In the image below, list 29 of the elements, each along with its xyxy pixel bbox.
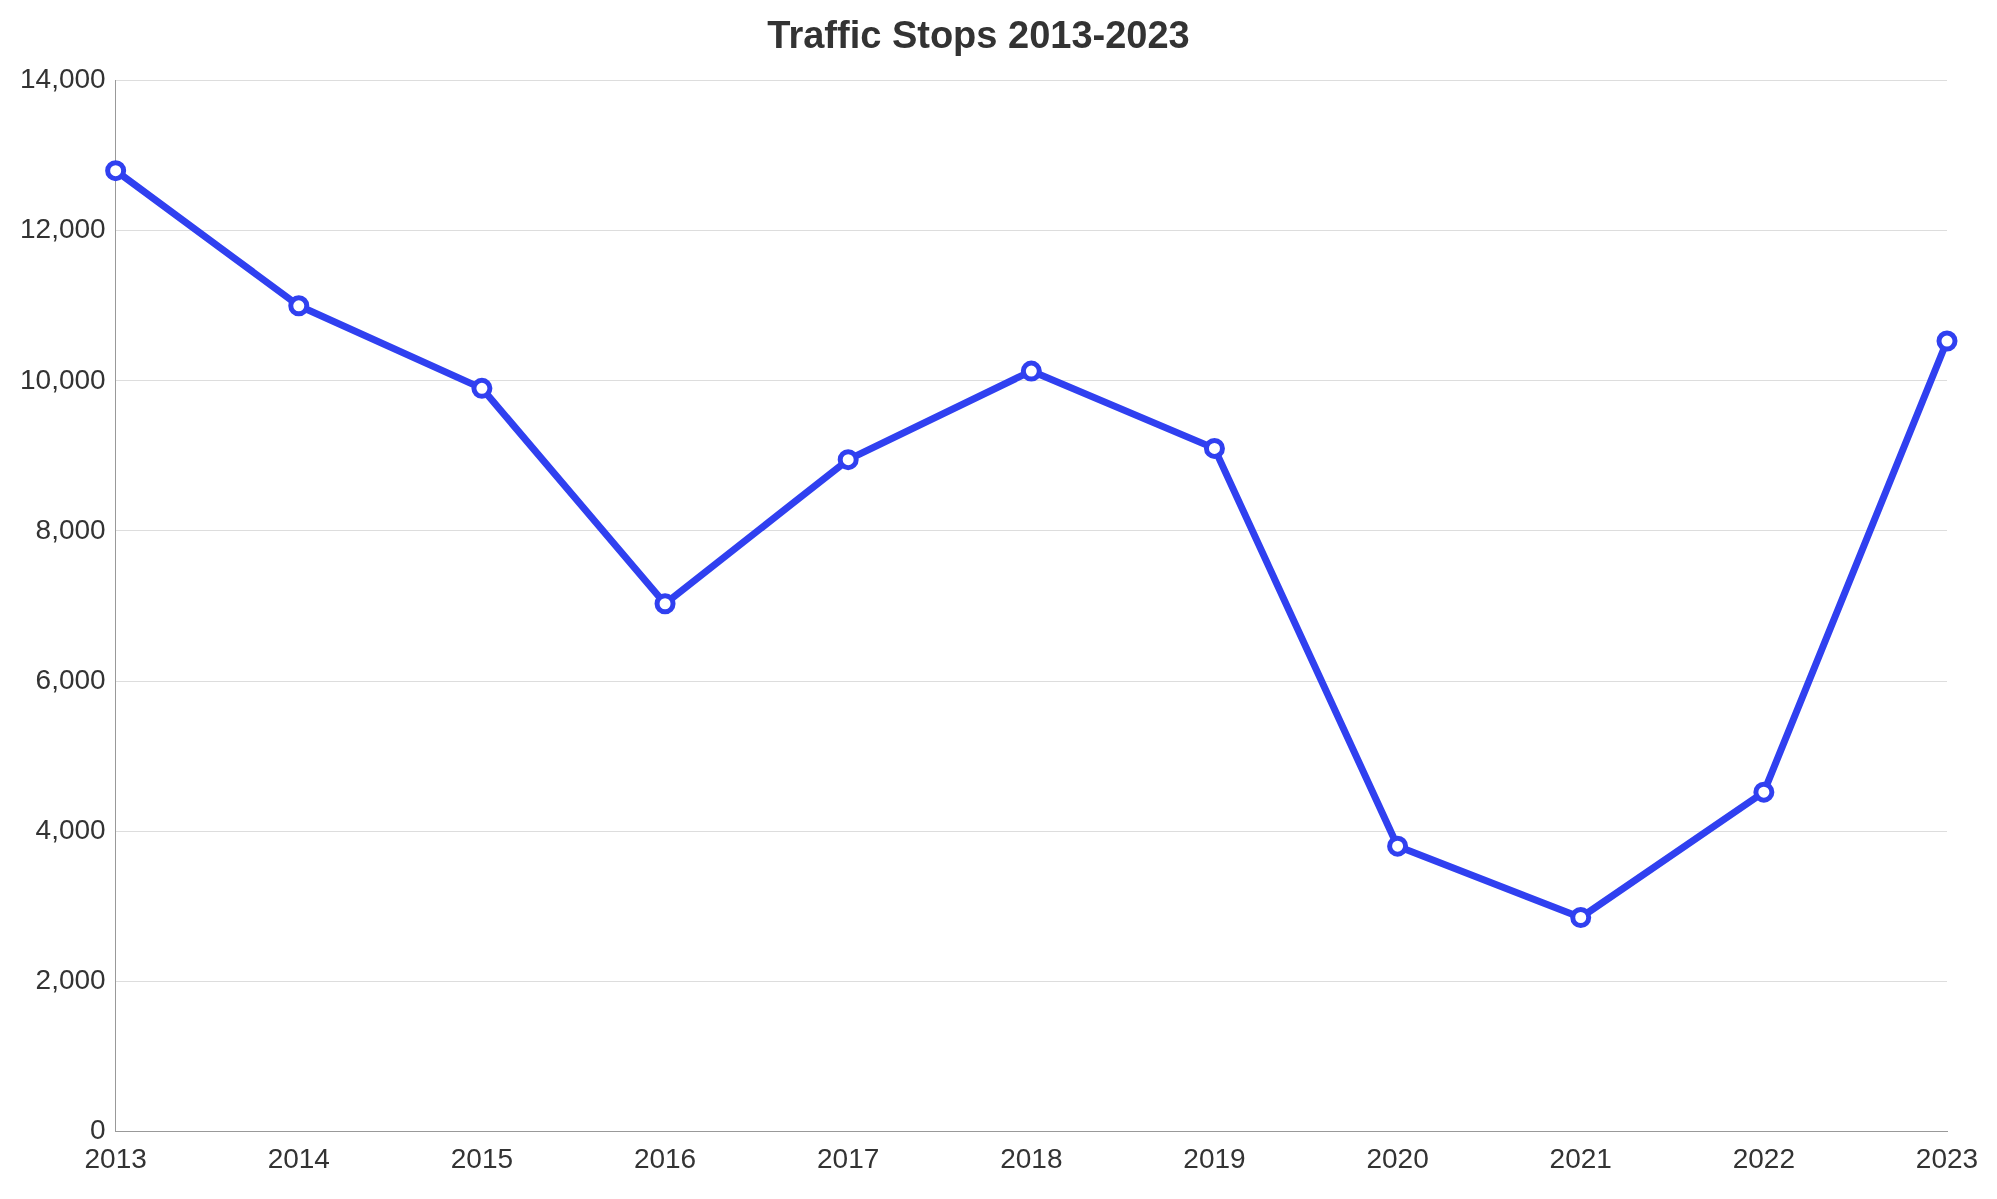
y-tick-label: 4,000 [35, 813, 106, 845]
point [1570, 906, 1592, 928]
y-tick-label: 2,000 [35, 964, 106, 995]
y-tick-label: 10,000 [20, 363, 106, 395]
point [654, 593, 676, 615]
x-tick-label: 2015 [450, 1142, 514, 1174]
x-tick-label: 2020 [1366, 1142, 1429, 1174]
point [1387, 835, 1409, 857]
y-tick-label: 8,000 [35, 513, 106, 545]
x-tick-label: 2014 [267, 1142, 330, 1174]
y-tick-label: 14,000 [20, 63, 106, 95]
point [1936, 330, 1958, 352]
chart-title: Traffic Stops 2013-2023 [767, 14, 1190, 57]
y-tick-label: 12,000 [20, 213, 106, 245]
point [1203, 437, 1225, 459]
x-tick-label: 2017 [817, 1142, 880, 1174]
x-tick-label: 2023 [1915, 1142, 1979, 1174]
y-tick-label: 6,000 [35, 663, 106, 695]
point [105, 160, 127, 182]
x-tick-label: 2022 [1732, 1142, 1796, 1174]
point [1753, 781, 1775, 803]
point [1020, 360, 1042, 382]
x-tick-label: 2018 [1000, 1142, 1063, 1174]
point [288, 295, 310, 317]
x-tick-label: 2021 [1549, 1142, 1612, 1174]
point [837, 449, 859, 471]
x-tick-label: 2019 [1183, 1142, 1246, 1174]
point [471, 377, 493, 399]
x-tick-label: 2016 [633, 1142, 697, 1174]
